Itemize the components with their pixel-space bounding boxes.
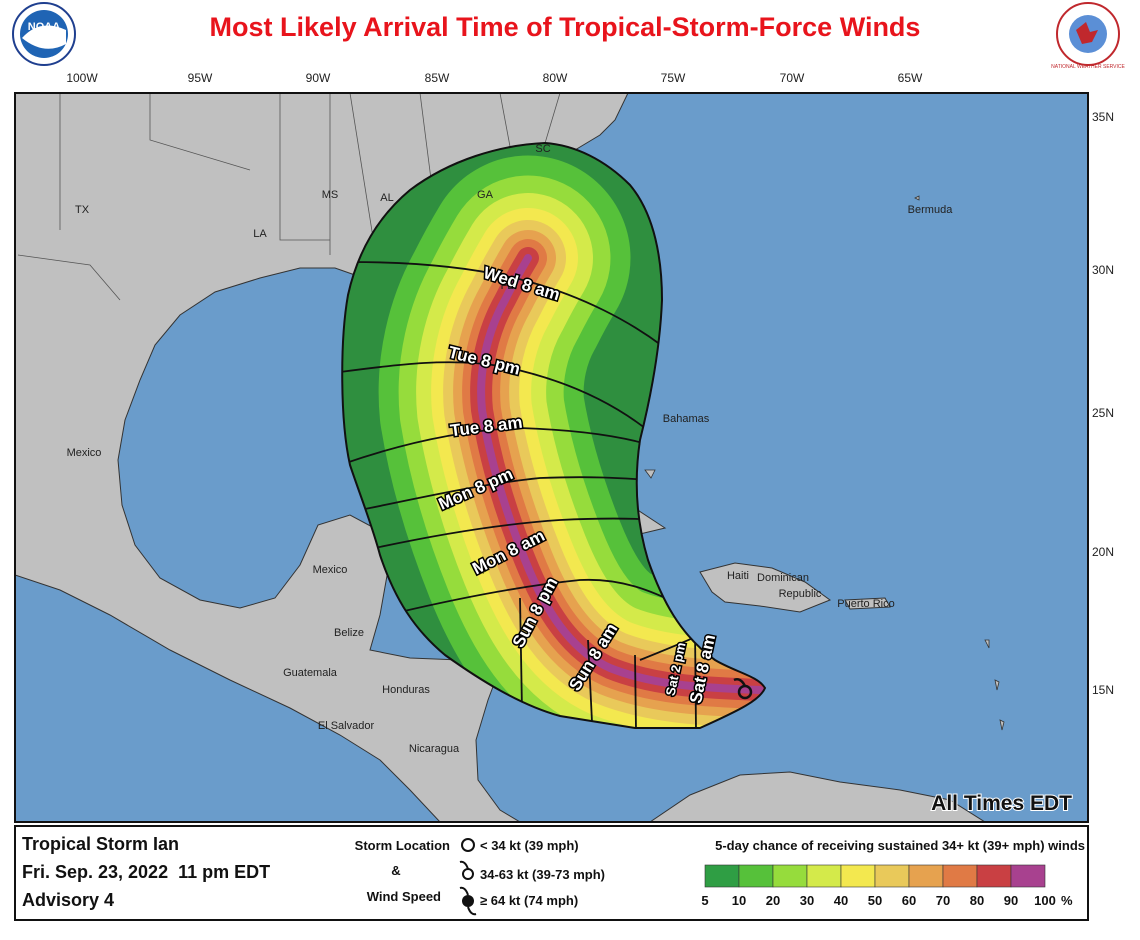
map-label: Honduras [382, 684, 430, 696]
title: Most Likely Arrival Time of Tropical-Sto… [210, 12, 921, 42]
noaa-logo: NOAA [12, 2, 76, 66]
land [649, 771, 986, 822]
longitude-label: 85W [425, 71, 450, 85]
map-label: Mexico [67, 447, 102, 459]
isochrones [342, 261, 723, 728]
map-label: Puerto Rico [837, 598, 894, 610]
latitude-label: 35N [1092, 110, 1114, 124]
time-note: All Times EDT [931, 792, 1072, 815]
scale-label: 10 [732, 893, 746, 908]
legend-panel: Tropical Storm Ian Fri. Sep. 23, 2022 11… [14, 825, 1089, 921]
scale-label: 100 [1034, 893, 1056, 908]
storm-symbol [733, 678, 753, 700]
map-label: Guatemala [283, 667, 338, 679]
key-item: < 34 kt (39 mph) [480, 838, 579, 853]
color-scale: 5 10 20 30 40 50 60 70 80 90 100% [701, 864, 1073, 908]
key-title: & [391, 863, 400, 878]
scale-swatch [942, 864, 978, 888]
nws-logo: NATIONAL WEATHER SERVICE [1051, 2, 1126, 70]
map-label: SC [535, 143, 550, 155]
storm-name: Tropical Storm Ian [22, 834, 179, 854]
advisory-number: Advisory 4 [22, 890, 114, 910]
scale-label: 5 [701, 893, 708, 908]
map-label: Bahamas [663, 413, 710, 425]
key-icon [461, 838, 475, 852]
scale-swatch [1010, 864, 1046, 888]
map-label: Republic [779, 588, 822, 600]
axis-labels: 100W 95W 90W 85W 80W 75W 70W 65W 35N 30N 25N 20N 15N [66, 71, 1114, 697]
land [699, 562, 832, 613]
key-item: 34-63 kt (39-73 mph) [480, 867, 605, 882]
scale-label: 50 [868, 893, 882, 908]
map-label: Belize [334, 627, 364, 639]
longitude-label: 65W [898, 71, 923, 85]
map-label: TX [75, 204, 90, 216]
scale-unit: % [1061, 893, 1073, 908]
logo-text: NATIONAL WEATHER SERVICE [1051, 64, 1125, 70]
scale-label: 70 [936, 893, 950, 908]
latitude-label: 15N [1092, 683, 1114, 697]
scale-swatch [874, 864, 910, 888]
key-item: ≥ 64 kt (74 mph) [480, 893, 578, 908]
scale-title: 5-day chance of receiving sustained 34+ … [715, 838, 1085, 853]
map-label: Bermuda [908, 204, 954, 216]
map-label: Haiti [727, 570, 749, 582]
map-labels: TX LA MS AL GA SC FL Mexico Mexico Beliz… [67, 143, 954, 755]
map-label: GA [477, 189, 494, 201]
logo-text: NOAA [28, 21, 60, 33]
scale-swatch [738, 864, 774, 888]
map-label: Nicaragua [409, 743, 460, 755]
scale-label: 60 [902, 893, 916, 908]
map-label: Dominican [757, 572, 809, 584]
scale-label: 80 [970, 893, 984, 908]
key-icon [459, 860, 474, 880]
longitude-label: 75W [661, 71, 686, 85]
map-label: MS [322, 189, 339, 201]
advisory-time: Fri. Sep. 23, 2022 11 pm EDT [22, 862, 270, 882]
latitude-label: 20N [1092, 545, 1114, 559]
scale-swatch [840, 864, 876, 888]
key-icon [459, 886, 477, 916]
scale-label: 40 [834, 893, 848, 908]
latitude-label: 25N [1092, 406, 1114, 420]
probability-cone [341, 142, 766, 729]
map-label: Mexico [313, 564, 348, 576]
scale-swatch [806, 864, 842, 888]
map-label: LA [253, 228, 267, 240]
longitude-label: 95W [188, 71, 213, 85]
latitude-label: 30N [1092, 263, 1114, 277]
map-label: FL [501, 280, 514, 292]
key-title: Wind Speed [367, 889, 441, 904]
scale-swatch [704, 864, 740, 888]
map-frame [14, 92, 1089, 823]
longitude-label: 90W [306, 71, 331, 85]
scale-swatch [976, 864, 1012, 888]
land [844, 597, 891, 610]
scale-swatch [908, 864, 944, 888]
key-title: Storm Location [355, 838, 450, 853]
longitude-label: 80W [543, 71, 568, 85]
map-label: AL [380, 192, 393, 204]
scale-label: 30 [800, 893, 814, 908]
map-label: El Salvador [318, 720, 375, 732]
map: TX LA MS AL GA SC FL Mexico Mexico Beliz… [15, 93, 1088, 822]
scale-swatch [772, 864, 808, 888]
longitude-label: 100W [66, 71, 98, 85]
scale-label: 20 [766, 893, 780, 908]
scale-label: 90 [1004, 893, 1018, 908]
longitude-label: 70W [780, 71, 805, 85]
